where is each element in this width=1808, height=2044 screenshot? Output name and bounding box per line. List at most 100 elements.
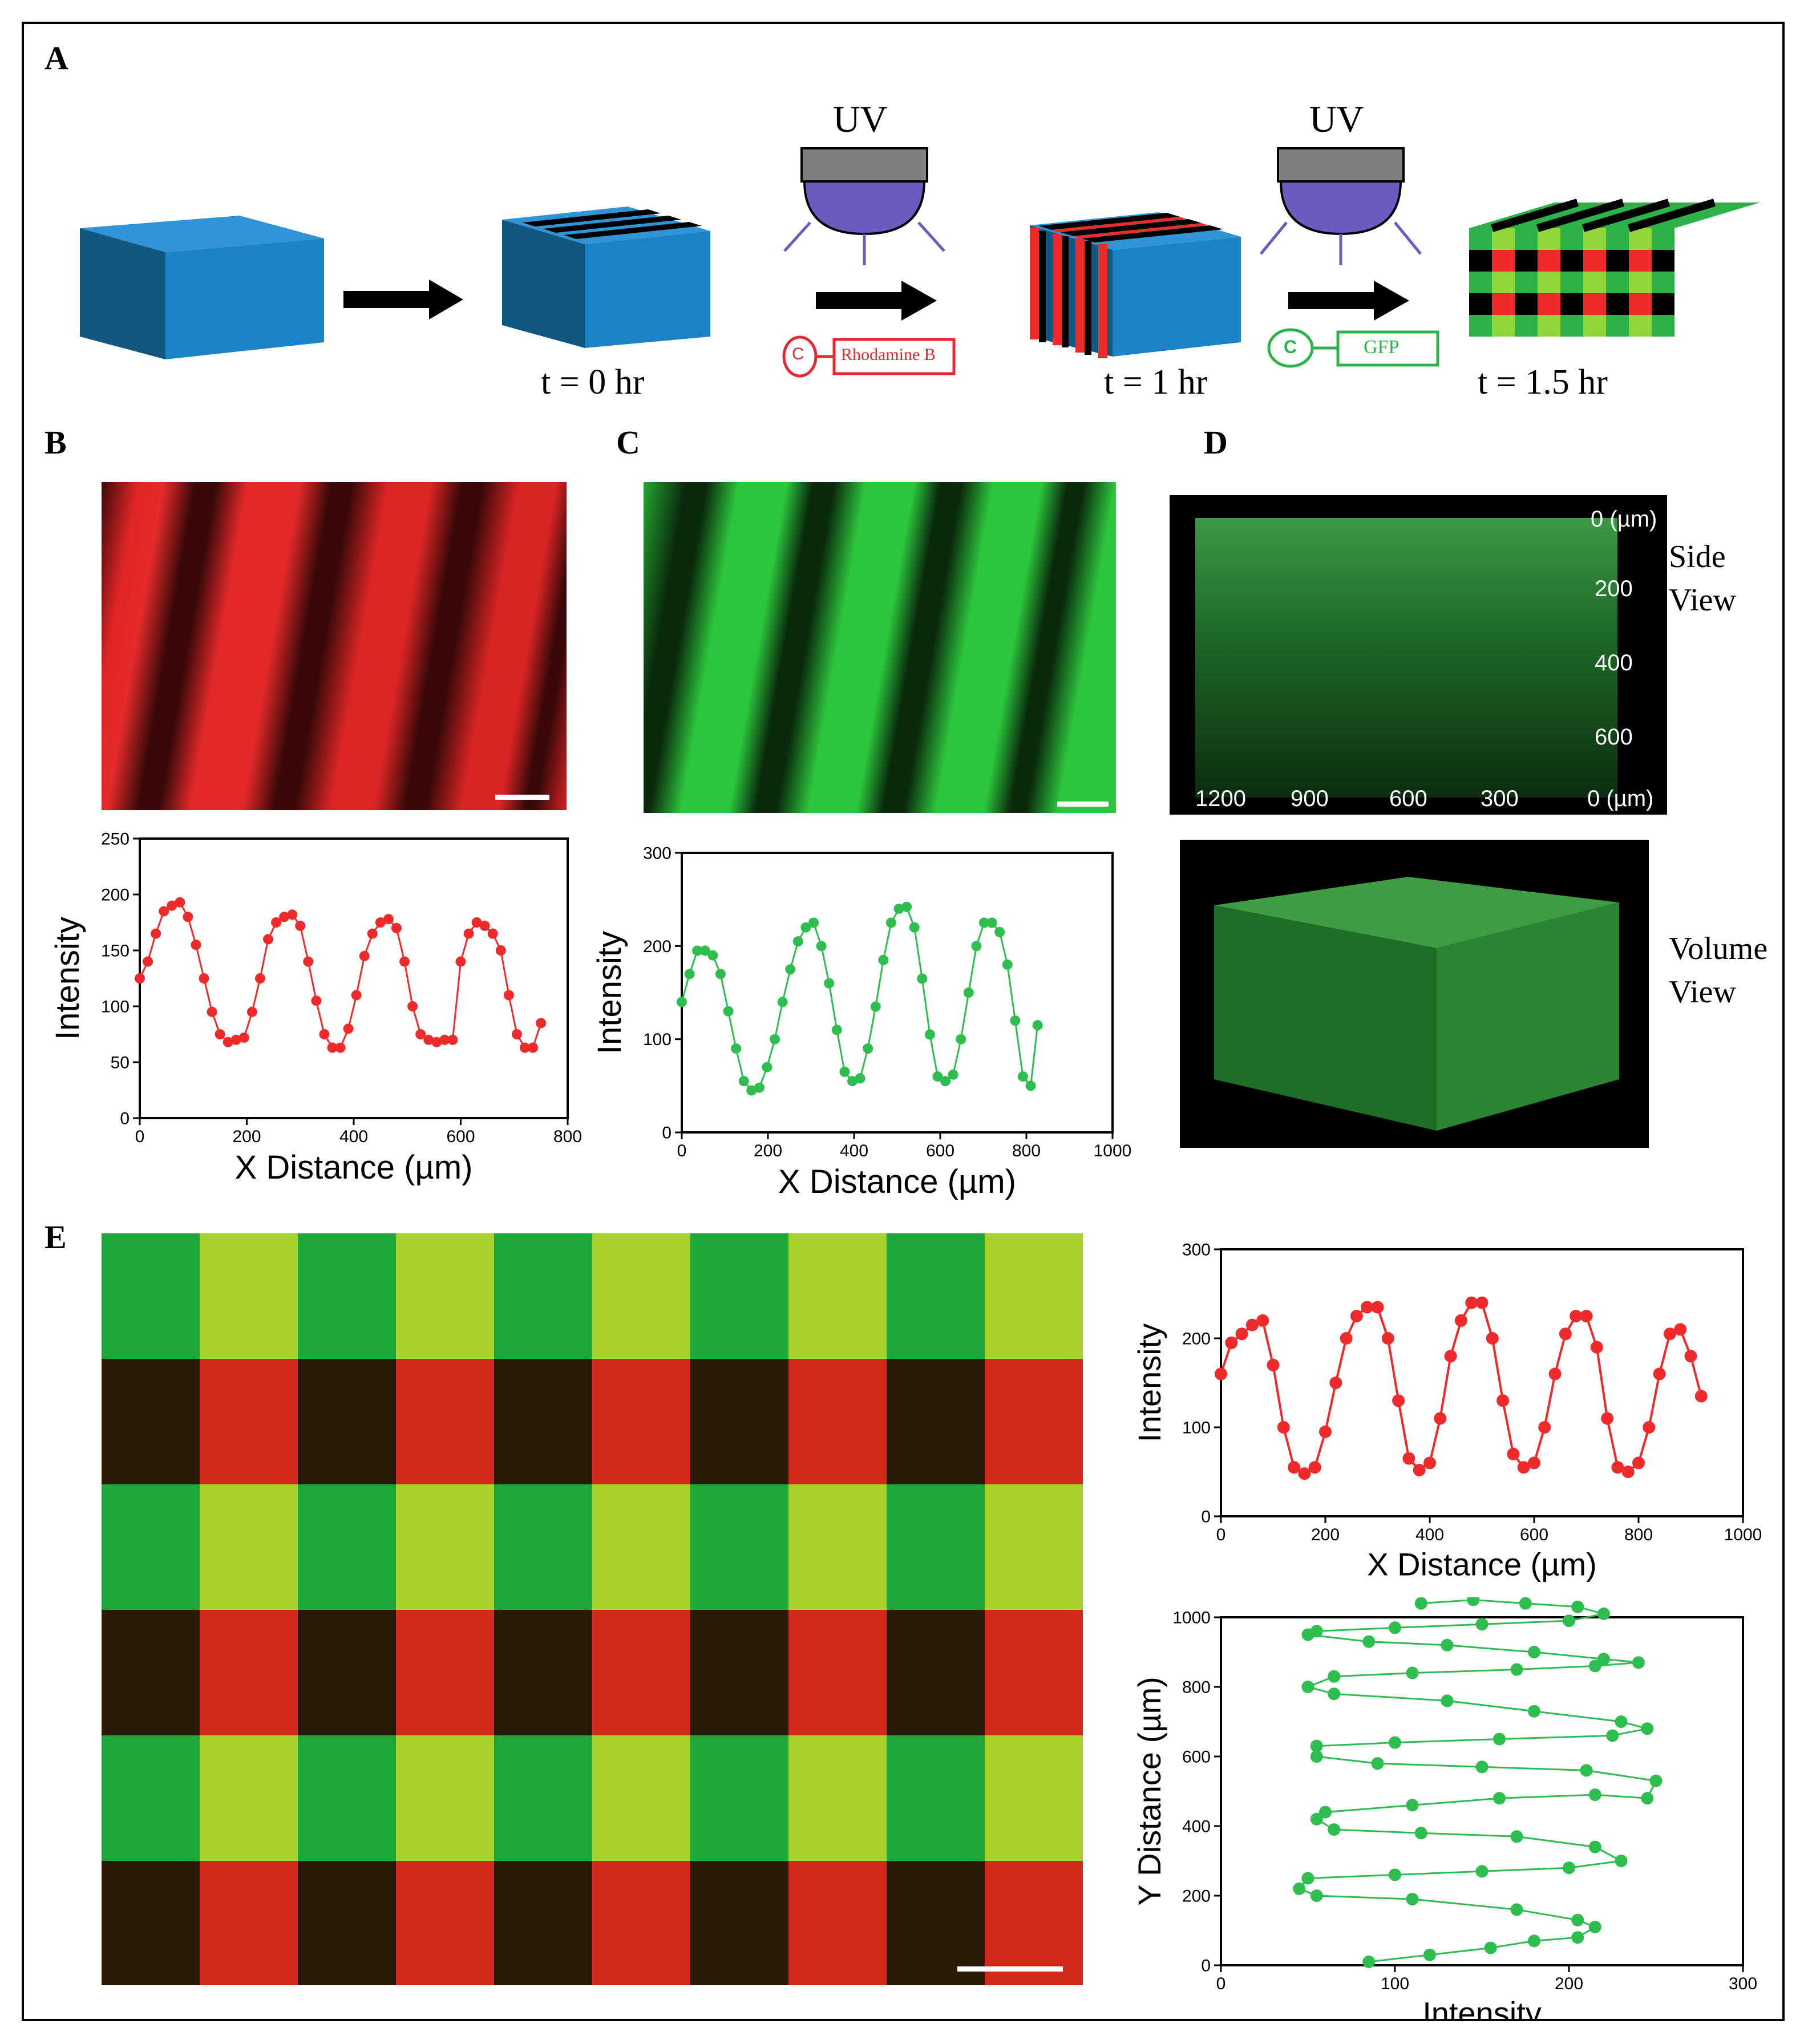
checker-square <box>985 1610 1083 1735</box>
side-view-volume <box>1195 518 1617 798</box>
x-tick-label: 0 <box>1216 1974 1226 1993</box>
checker-square <box>102 1735 200 1861</box>
data-point <box>1329 1377 1342 1389</box>
checker-cell <box>1652 315 1674 337</box>
checker-square <box>396 1359 494 1484</box>
uv-label-2: UV <box>1309 99 1364 140</box>
data-point <box>1611 1461 1624 1474</box>
x-tick-label: 800 <box>1624 1525 1653 1544</box>
figure-frame <box>22 22 1785 2021</box>
arrow-right-3 <box>1288 281 1409 321</box>
data-point <box>707 950 718 961</box>
data-point <box>885 917 896 928</box>
data-point <box>909 922 920 933</box>
panel-label-a: A <box>45 39 68 76</box>
checker-square <box>887 1610 985 1735</box>
checker-cell <box>1538 228 1560 250</box>
data-point <box>1653 1367 1666 1381</box>
data-point <box>1310 1812 1323 1826</box>
data-point <box>1310 1750 1323 1763</box>
data-point <box>901 901 912 912</box>
data-point <box>1277 1421 1290 1434</box>
checker-cell <box>1560 272 1583 293</box>
y-axis-label: Y Distance (µm) <box>1131 1677 1167 1906</box>
data-point <box>1402 1452 1415 1465</box>
checker-square <box>200 1610 298 1735</box>
checker-cell <box>1583 272 1606 293</box>
checker-square <box>985 1233 1083 1359</box>
data-point <box>1256 1314 1269 1327</box>
checker-cell <box>1469 250 1492 272</box>
data-point <box>520 1042 530 1053</box>
panel-label-c: C <box>616 424 640 461</box>
checker-cell <box>1606 293 1629 315</box>
checker-square <box>788 1484 887 1610</box>
data-point <box>800 922 811 933</box>
view-word: View <box>1669 582 1736 618</box>
data-point <box>684 969 695 979</box>
data-point <box>1017 1071 1028 1082</box>
rhodamine-b-tag <box>782 335 956 378</box>
data-point <box>1496 1394 1510 1407</box>
panel-label-b: B <box>45 424 67 461</box>
data-point <box>335 1042 346 1053</box>
side-tick-400: 400 <box>1595 650 1633 675</box>
data-point <box>1588 1920 1601 1933</box>
data-point <box>263 934 273 945</box>
checker-cell <box>1538 293 1560 315</box>
x-tick-label: 600 <box>1520 1525 1548 1544</box>
data-point <box>407 1001 418 1011</box>
rhodamine-stripe-micrograph <box>102 482 567 810</box>
y-tick-label: 1000 <box>1172 1609 1211 1628</box>
checker-cell <box>1583 293 1606 315</box>
checker-square <box>200 1484 298 1610</box>
data-point <box>1507 1447 1520 1460</box>
checker-square <box>298 1861 396 1985</box>
checker-square <box>592 1484 690 1610</box>
checker-square <box>690 1861 788 1985</box>
data-point <box>1510 1663 1523 1676</box>
x-axis-label: X Distance (µm) <box>235 1149 473 1186</box>
x-tick-label: 0 <box>677 1142 687 1160</box>
data-point <box>143 956 153 967</box>
data-point <box>715 969 726 979</box>
data-point <box>343 1023 354 1034</box>
x-tick-label: 400 <box>840 1142 868 1160</box>
x-tick-label: 300 <box>1729 1974 1757 1993</box>
data-point <box>151 928 161 939</box>
data-point <box>855 1073 865 1084</box>
data-point <box>1588 1660 1601 1673</box>
data-point <box>391 922 402 933</box>
data-point <box>199 973 209 983</box>
data-point <box>1414 1827 1427 1840</box>
checker-cell <box>1492 272 1515 293</box>
gfp-stripe-micrograph <box>644 482 1116 813</box>
checker-square <box>200 1861 298 1985</box>
data-point <box>1528 1705 1540 1718</box>
data-point <box>1308 1461 1321 1474</box>
data-point <box>487 928 498 939</box>
y-tick-label: 250 <box>101 830 130 849</box>
data-point <box>777 997 788 1007</box>
checker-square <box>592 1359 690 1484</box>
checker-cell <box>1538 315 1560 337</box>
data-point <box>1235 1327 1248 1341</box>
time-label-1hr: t = 1 hr <box>1104 363 1208 402</box>
x-tick-label: 0 <box>1216 1525 1226 1544</box>
data-point <box>383 914 394 925</box>
data-point <box>1493 1733 1506 1746</box>
data-point <box>359 950 370 961</box>
data-point <box>1663 1327 1676 1341</box>
data-point <box>511 1029 522 1039</box>
uv-lamp-icon-2 <box>1260 147 1422 265</box>
data-point <box>495 945 506 956</box>
bottom-tick-900: 900 <box>1291 786 1329 811</box>
data-point <box>183 912 193 922</box>
data-point <box>1643 1421 1656 1434</box>
checker-cell <box>1652 228 1674 250</box>
checker-cell <box>1629 228 1652 250</box>
checker-square <box>690 1233 788 1359</box>
data-point <box>870 1001 881 1012</box>
data-point <box>223 1037 233 1047</box>
checker-square <box>200 1359 298 1484</box>
